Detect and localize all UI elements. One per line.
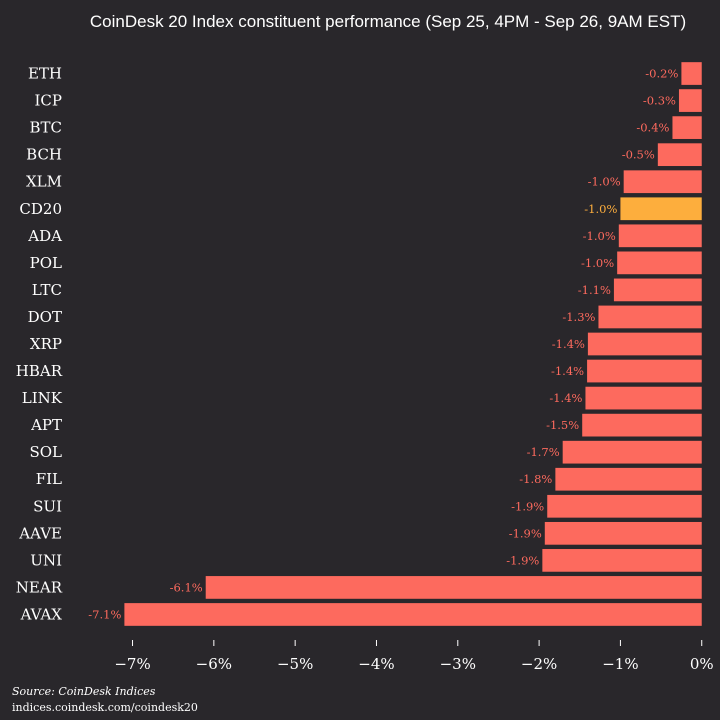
category-label-cd20: CD20: [19, 200, 62, 218]
bar-sol: [562, 440, 702, 464]
data-label-apt: -1.5%: [546, 418, 579, 432]
bar-aave: [544, 521, 702, 545]
x-tick-label: −5%: [277, 655, 313, 673]
category-label-btc: BTC: [29, 119, 62, 137]
data-label-avax: -7.1%: [88, 607, 121, 621]
data-label-ltc: -1.1%: [578, 283, 611, 297]
bar-bch: [657, 143, 702, 167]
category-label-ltc: LTC: [32, 281, 62, 299]
data-label-xlm: -1.0%: [588, 175, 621, 189]
bar-ltc: [613, 278, 702, 302]
bar-dot: [598, 305, 702, 329]
source-label: Source: CoinDesk Indices: [12, 685, 156, 698]
data-label-dot: -1.3%: [562, 310, 595, 324]
bar-hbar: [587, 359, 702, 383]
data-label-icp: -0.3%: [643, 94, 676, 108]
x-axis: −7% −6% −5% −4% −3% −2% −1% 0%: [114, 640, 714, 673]
data-label-btc: -0.4%: [636, 121, 669, 135]
x-tick-label: −2%: [521, 655, 557, 673]
x-tick-label: −3%: [440, 655, 476, 673]
source-url: indices.coindesk.com/coindesk20: [12, 701, 198, 714]
category-label-dot: DOT: [28, 308, 62, 326]
data-labels: -0.2%-0.3%-0.4%-0.5%-1.0%-1.0%-1.0%-1.0%…: [88, 67, 678, 622]
bar-uni: [542, 549, 702, 572]
bar-icp: [678, 89, 702, 112]
x-tick-label: −6%: [196, 655, 232, 673]
data-label-cd20: -1.0%: [584, 202, 617, 216]
data-label-bch: -0.5%: [622, 148, 655, 162]
x-tick-label: 0%: [690, 655, 714, 673]
category-label-uni: UNI: [30, 551, 62, 569]
data-label-near: -6.1%: [170, 580, 203, 594]
x-tick-label: −4%: [358, 655, 394, 673]
category-label-sol: SOL: [29, 443, 62, 461]
category-label-sui: SUI: [33, 497, 62, 515]
bar-eth: [681, 62, 702, 85]
bar-sui: [547, 494, 702, 518]
category-label-near: NEAR: [16, 578, 63, 596]
bar-near: [205, 576, 702, 599]
x-tick-label: −7%: [114, 655, 150, 673]
data-label-eth: -0.2%: [645, 67, 678, 81]
category-label-pol: POL: [30, 254, 62, 272]
category-label-hbar: HBAR: [16, 362, 63, 380]
category-label-ada: ADA: [27, 227, 62, 245]
category-label-aave: AAVE: [18, 524, 62, 542]
category-label-avax: AVAX: [20, 605, 63, 623]
data-label-sui: -1.9%: [511, 499, 544, 513]
bars: [124, 62, 702, 626]
bar-fil: [555, 467, 702, 491]
data-label-uni: -1.9%: [506, 553, 539, 567]
bar-xrp: [587, 332, 702, 356]
data-label-fil: -1.8%: [519, 472, 552, 486]
bar-btc: [672, 116, 702, 139]
category-label-icp: ICP: [35, 92, 63, 110]
bar-cd20: [620, 197, 702, 221]
data-label-aave: -1.9%: [509, 526, 542, 540]
data-label-link: -1.4%: [549, 391, 582, 405]
category-label-xlm: XLM: [26, 173, 62, 191]
bar-avax: [124, 603, 702, 626]
data-label-pol: -1.0%: [581, 256, 614, 270]
data-label-ada: -1.0%: [583, 229, 616, 243]
bar-apt: [582, 413, 702, 437]
x-tick-label: −1%: [602, 655, 638, 673]
category-label-eth: ETH: [28, 65, 62, 83]
bar-pol: [617, 251, 702, 275]
category-labels: ETH ICP BTC BCH XLM CD20 ADA POL LTC DOT XRP HBAR LI…: [16, 65, 63, 624]
bar-link: [585, 386, 702, 410]
data-label-hbar: -1.4%: [551, 364, 584, 378]
data-label-xrp: -1.4%: [552, 337, 585, 351]
chart-title: CoinDesk 20 Index constituent performanc…: [90, 12, 686, 31]
category-label-fil: FIL: [36, 470, 62, 488]
category-label-bch: BCH: [26, 146, 62, 164]
category-label-apt: APT: [30, 416, 62, 434]
data-label-sol: -1.7%: [527, 445, 560, 459]
bar-ada: [618, 224, 702, 248]
category-label-link: LINK: [22, 389, 63, 407]
bar-xlm: [623, 170, 702, 194]
category-label-xrp: XRP: [30, 335, 62, 353]
